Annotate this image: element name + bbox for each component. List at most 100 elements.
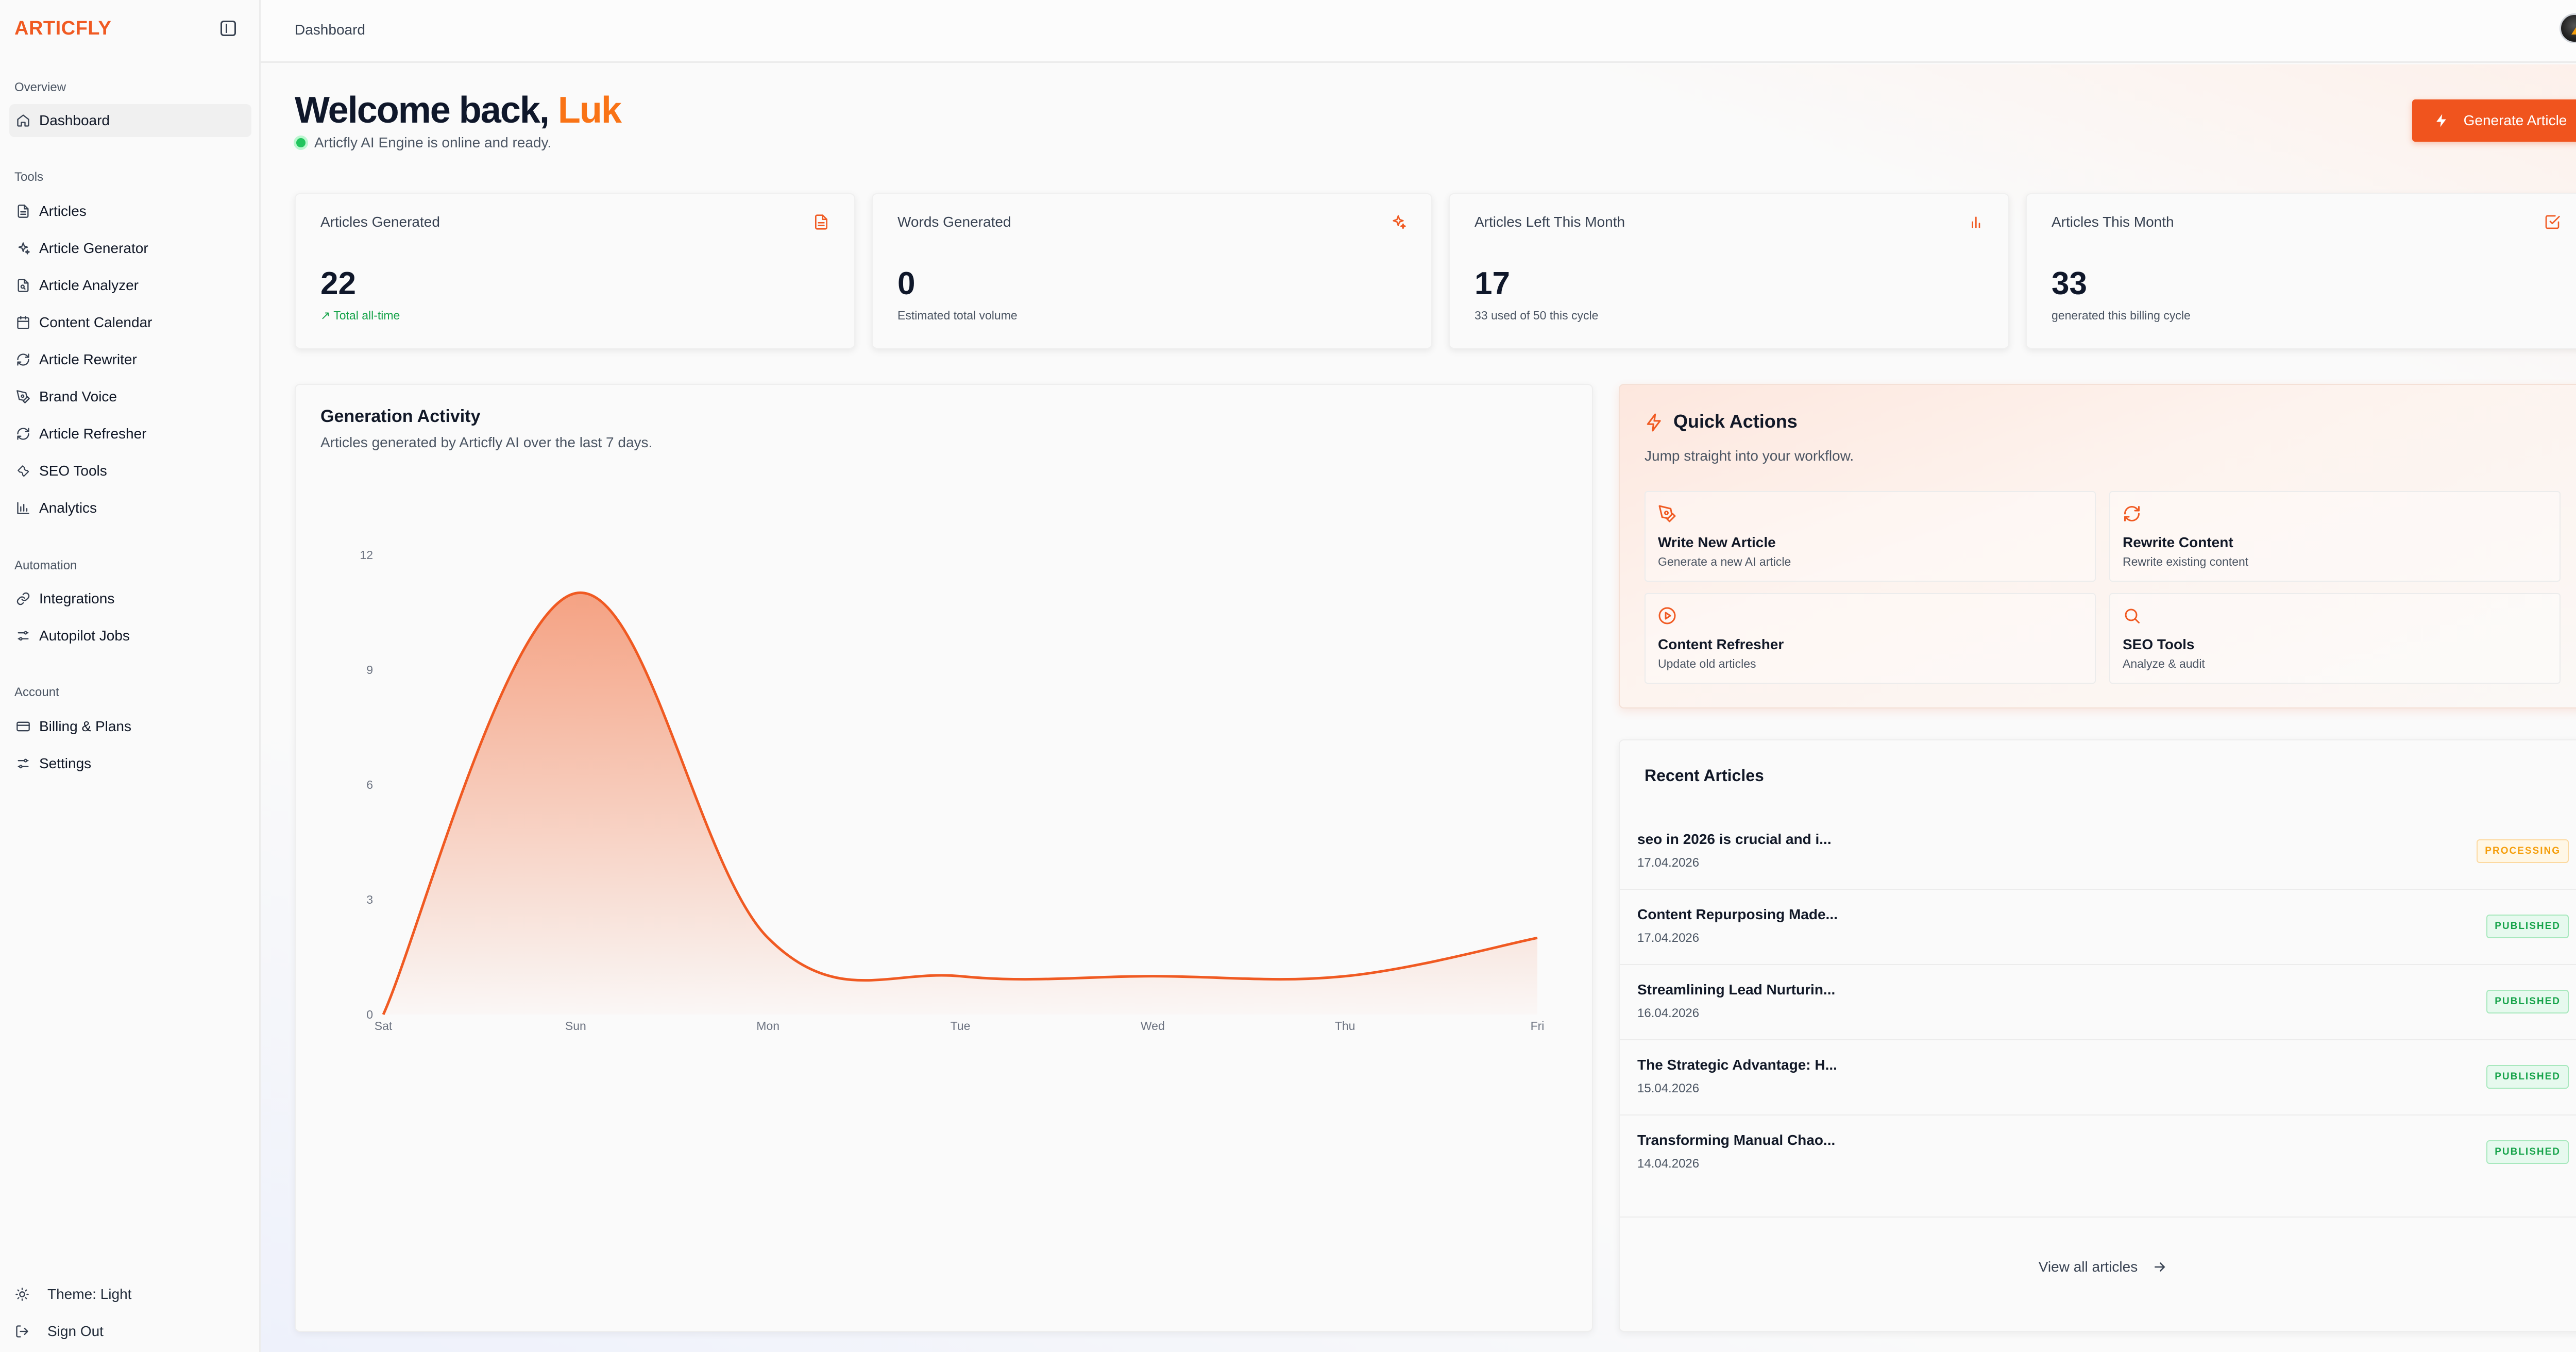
zap-icon: [1645, 413, 1664, 432]
article-date: 17.04.2026: [1637, 856, 1700, 870]
sidebar-item-label: Billing & Plans: [39, 718, 131, 734]
sidebar-item-label: Dashboard: [39, 112, 110, 128]
quick-action-rewrite-content[interactable]: Rewrite Content Rewrite existing content: [2109, 491, 2561, 582]
breadcrumb: Dashboard: [295, 22, 365, 38]
article-date: 16.04.2026: [1637, 1006, 1700, 1020]
x-tick-label: Sat: [375, 1019, 393, 1033]
pen-tool-icon: [1658, 504, 1676, 523]
main-content: Welcome back, Luk Articfly AI Engine is …: [261, 64, 2576, 1352]
sidebar-item-settings[interactable]: Settings: [9, 747, 251, 780]
generate-article-label: Generate Article: [2463, 112, 2567, 128]
welcome-greeting: Welcome back,: [295, 90, 550, 131]
sidebar-item-label: Autopilot Jobs: [39, 628, 130, 644]
sidebar-item-label: Article Refresher: [39, 426, 147, 442]
sidebar-item-label: Article Analyzer: [39, 277, 139, 293]
brand-logo[interactable]: ARTICFLY: [14, 18, 112, 39]
article-date: 14.04.2026: [1637, 1157, 1700, 1171]
stat-card-articles-generated: Articles Generated 22 ↗ Total all-time: [295, 193, 855, 349]
section-label-account: Account: [14, 685, 59, 699]
x-tick-label: Mon: [756, 1019, 779, 1033]
play-circle-icon: [1658, 606, 1676, 625]
sign-out-button[interactable]: Sign Out: [9, 1317, 104, 1346]
stat-value: 17: [1475, 266, 1510, 301]
sidebar-item-dashboard[interactable]: Dashboard: [9, 104, 251, 137]
y-tick-label: 9: [366, 663, 373, 677]
sidebar-item-autopilot-jobs[interactable]: Autopilot Jobs: [9, 619, 251, 652]
theme-toggle[interactable]: Theme: Light: [9, 1280, 131, 1309]
x-tick-label: Tue: [951, 1019, 971, 1033]
article-row[interactable]: Transforming Manual Chao... 14.04.2026 P…: [1620, 1116, 2576, 1191]
sidebar-item-brand-voice[interactable]: Brand Voice: [9, 380, 251, 413]
chart-title: Generation Activity: [320, 407, 481, 426]
status-badge: PROCESSING: [2477, 839, 2569, 863]
recent-articles-title: Recent Articles: [1645, 766, 1764, 785]
status-dot-icon: [294, 136, 308, 150]
file-text-icon: [813, 214, 829, 230]
sidebar-toggle-icon[interactable]: [221, 21, 236, 36]
article-row[interactable]: Content Repurposing Made... 17.04.2026 P…: [1620, 890, 2576, 965]
wrench-icon: [15, 463, 31, 479]
quick-action-sub: Generate a new AI article: [1658, 555, 1791, 568]
sidebar-item-content-calendar[interactable]: Content Calendar: [9, 306, 251, 339]
view-all-label: View all articles: [2038, 1259, 2138, 1275]
quick-action-sub: Analyze & audit: [2123, 657, 2205, 670]
sidebar-item-integrations[interactable]: Integrations: [9, 582, 251, 615]
quick-action-write-new-article[interactable]: Write New Article Generate a new AI arti…: [1645, 491, 2096, 582]
engine-status-text: Articfly AI Engine is online and ready.: [314, 134, 552, 150]
quick-action-title: Write New Article: [1658, 534, 1776, 550]
pen-tool-icon: [15, 389, 31, 404]
stat-value: 22: [320, 266, 356, 301]
x-tick-label: Fri: [1531, 1019, 1545, 1033]
sidebar-item-billing-plans[interactable]: Billing & Plans: [9, 710, 251, 743]
trending-up-icon: ↗: [320, 309, 334, 322]
stat-title: Articles This Month: [2052, 214, 2174, 230]
view-all-articles-link[interactable]: View all articles: [1620, 1259, 2576, 1275]
sidebar-item-article-generator[interactable]: Article Generator: [9, 232, 251, 265]
section-label-tools: Tools: [14, 170, 44, 184]
engine-status: Articfly AI Engine is online and ready.: [294, 134, 551, 151]
x-tick-label: Wed: [1141, 1019, 1165, 1033]
y-tick-label: 3: [366, 893, 373, 906]
avatar[interactable]: [2560, 13, 2576, 43]
article-row[interactable]: Streamlining Lead Nurturin... 16.04.2026…: [1620, 965, 2576, 1040]
stat-sub: ↗ Total all-time: [320, 309, 400, 323]
y-tick-label: 12: [360, 548, 373, 562]
sidebar-item-articles[interactable]: Articles: [9, 195, 251, 228]
quick-action-seo-tools[interactable]: SEO Tools Analyze & audit: [2109, 593, 2561, 684]
article-row[interactable]: seo in 2026 is crucial and i... 17.04.20…: [1620, 815, 2576, 890]
article-row[interactable]: The Strategic Advantage: H... 15.04.2026…: [1620, 1040, 2576, 1116]
sidebar-item-seo-tools[interactable]: SEO Tools: [9, 454, 251, 487]
chart-subtitle: Articles generated by Articfly AI over t…: [320, 434, 653, 450]
sidebar-item-article-rewriter[interactable]: Article Rewriter: [9, 343, 251, 376]
sidebar-item-label: Integrations: [39, 590, 115, 606]
section-label-automation: Automation: [14, 559, 77, 572]
sidebar-item-label: Settings: [39, 755, 92, 771]
bar-chart-icon: [1967, 214, 1984, 230]
stat-title: Articles Generated: [320, 214, 440, 230]
sidebar-item-label: Articles: [39, 203, 87, 219]
article-date: 15.04.2026: [1637, 1081, 1700, 1095]
page-title: Welcome back, Luk: [295, 89, 622, 131]
quick-action-title: Rewrite Content: [2123, 534, 2233, 550]
stat-card-articles-this-month: Articles This Month 33 generated this bi…: [2026, 193, 2576, 349]
check-square-icon: [2544, 214, 2561, 230]
sidebar-item-article-analyzer[interactable]: Article Analyzer: [9, 269, 251, 302]
calendar-icon: [15, 315, 31, 330]
stat-sub: generated this billing cycle: [2052, 309, 2191, 322]
sidebar-item-label: Content Calendar: [39, 314, 152, 330]
quick-actions-title: Quick Actions: [1673, 411, 1798, 432]
article-title: Transforming Manual Chao...: [1637, 1132, 1836, 1148]
status-badge: PUBLISHED: [2486, 1140, 2569, 1164]
sidebar-item-analytics[interactable]: Analytics: [9, 492, 251, 525]
search-icon: [2123, 606, 2141, 625]
activity-line: [382, 592, 1538, 1016]
stat-value: 0: [897, 266, 916, 301]
sidebar-item-article-refresher[interactable]: Article Refresher: [9, 417, 251, 450]
quick-action-content-refresher[interactable]: Content Refresher Update old articles: [1645, 593, 2096, 684]
divider: [1620, 1216, 2576, 1218]
bolt-icon: [2436, 114, 2446, 127]
quick-action-title: SEO Tools: [2123, 636, 2195, 652]
log-out-icon: [14, 1324, 30, 1339]
status-badge: PUBLISHED: [2486, 1065, 2569, 1089]
generate-article-button[interactable]: Generate Article: [2412, 99, 2576, 142]
